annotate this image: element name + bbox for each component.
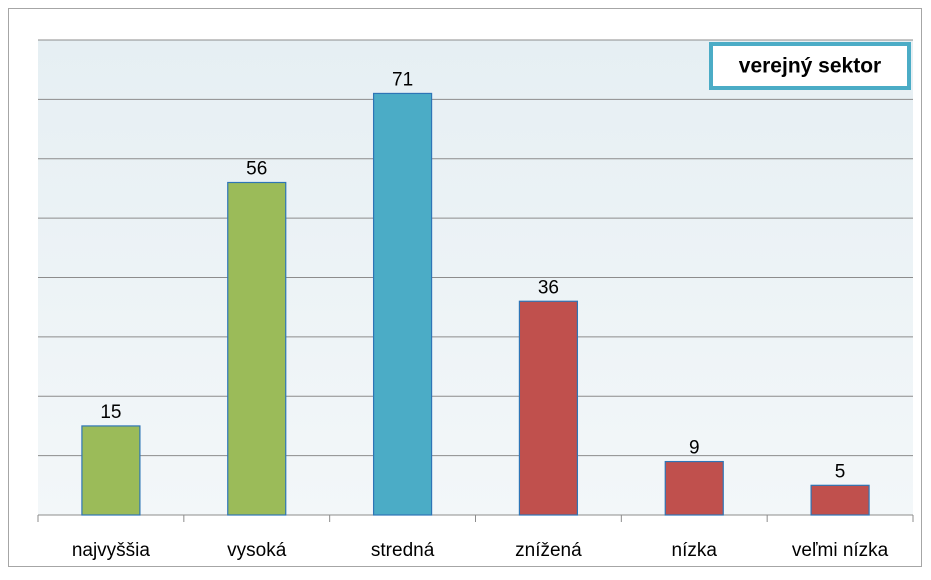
x-tick-label: najvyššia — [72, 540, 151, 561]
bar — [81, 425, 141, 516]
x-tick-label: stredná — [371, 540, 435, 561]
data-label: 9 — [689, 438, 700, 459]
bar — [372, 92, 433, 516]
data-label: 71 — [392, 69, 413, 90]
title-box — [709, 42, 911, 90]
x-tick-label: znížená — [515, 540, 582, 561]
data-label: 15 — [100, 402, 121, 423]
bar — [664, 460, 724, 516]
bar — [810, 484, 870, 516]
data-label: 56 — [246, 159, 267, 180]
x-tick-label: veľmi nízka — [792, 540, 889, 561]
data-label: 5 — [835, 461, 846, 482]
chart-title: verejný sektor — [739, 55, 881, 78]
x-tick-label: vysoká — [227, 540, 287, 561]
bar — [518, 300, 579, 516]
x-tick-label: nízka — [672, 540, 718, 561]
data-label: 36 — [538, 277, 559, 298]
bar — [227, 181, 287, 516]
